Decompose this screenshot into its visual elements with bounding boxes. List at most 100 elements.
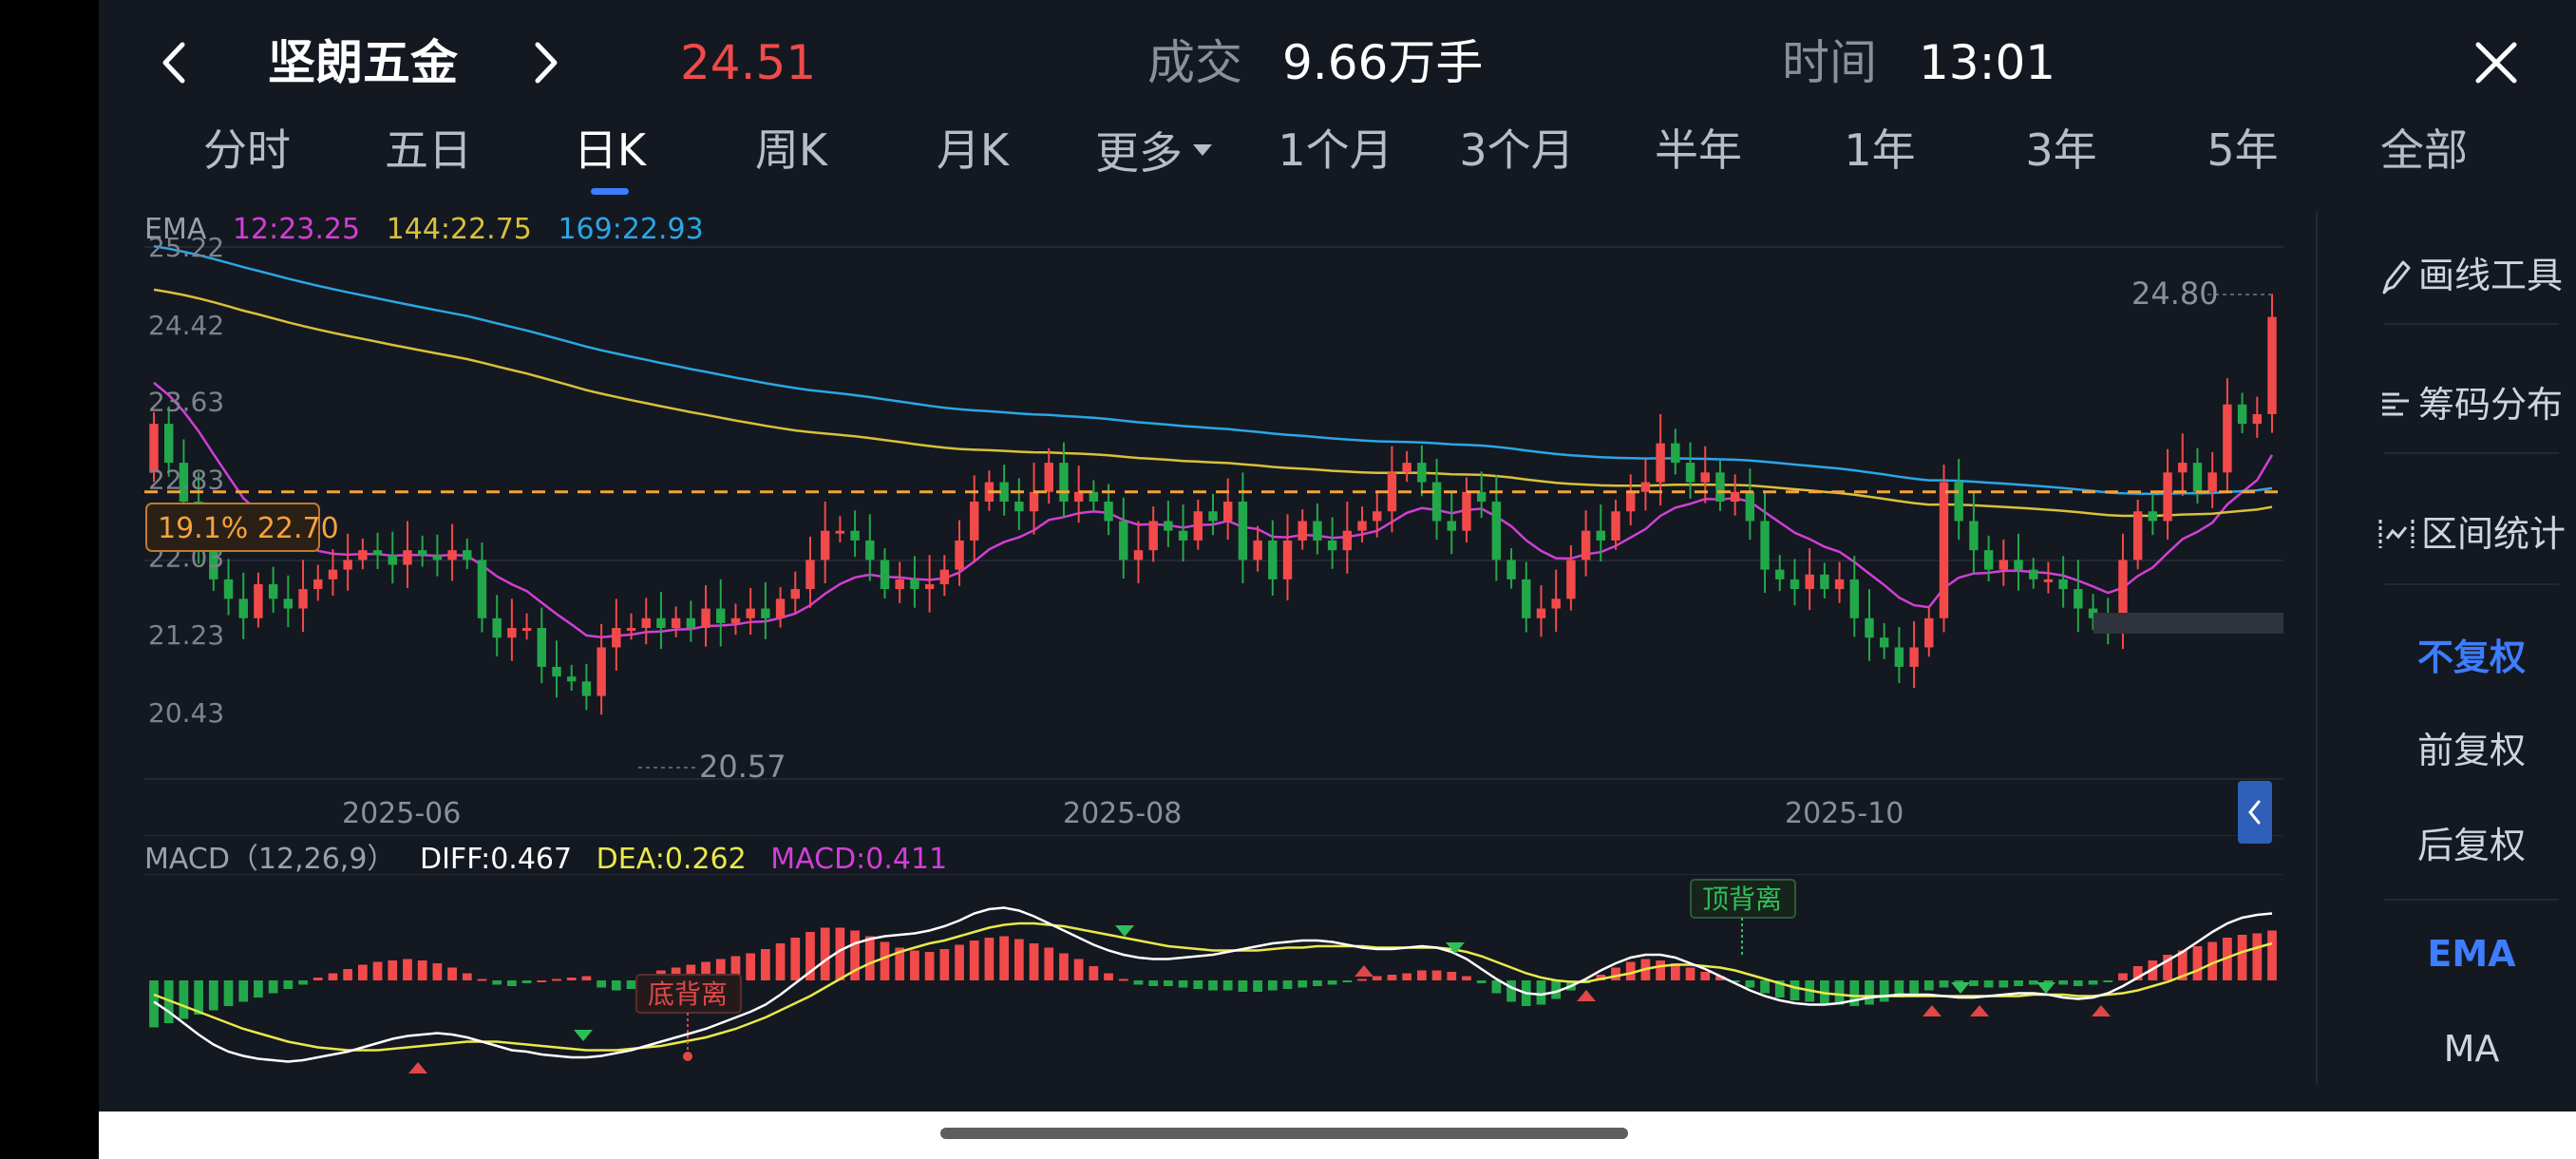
range-half-year[interactable]: 半年 (1655, 124, 1742, 176)
candle-body (149, 424, 159, 473)
range-3-months[interactable]: 3个月 (1459, 124, 1575, 176)
macd-value: MACD:0.411 (770, 843, 948, 876)
macd-bar (1462, 976, 1471, 980)
chip-distribution-button[interactable]: 筹码分布 (2367, 378, 2576, 431)
macd-bar (850, 930, 860, 980)
candle-body (1924, 618, 1934, 648)
price-grid (144, 246, 2283, 836)
macd-bar (1208, 980, 1218, 991)
range-all[interactable]: 全部 (2380, 124, 2468, 176)
macd-bar (820, 927, 830, 980)
indicator-ema-option[interactable]: EMA (2427, 933, 2516, 975)
macd-bar (1939, 980, 1949, 988)
buy-signal-marker (1354, 965, 1373, 977)
candle-body (910, 579, 919, 590)
candle-body (1656, 443, 1665, 483)
candle-body (656, 618, 666, 629)
price-chart[interactable]: 25.22 24.42 23.63 22.83 22.03 21.23 20.4… (99, 228, 2283, 836)
candle-body (970, 502, 979, 541)
candle-body (1745, 491, 1755, 522)
macd-bar (984, 938, 994, 980)
sell-signal-marker (2036, 982, 2055, 994)
range-5-years[interactable]: 5年 (2207, 124, 2279, 176)
macd-bar (969, 940, 979, 980)
macd-bar (1685, 967, 1695, 980)
tab-more[interactable]: 更多 (1059, 122, 1249, 179)
candle-body (1551, 598, 1561, 609)
macd-bar (1476, 980, 1487, 983)
tab-five-day[interactable]: 五日 (385, 124, 472, 176)
candle-body (1417, 463, 1427, 483)
adjust-none-option[interactable]: 不复权 (2416, 636, 2526, 678)
top-divergence-marker[interactable]: 顶背离 (1690, 879, 1796, 958)
adjust-forward-option[interactable]: 前复权 (2416, 730, 2526, 771)
candle-body (850, 530, 860, 541)
price-y-axis: 25.22 24.42 23.63 22.83 22.03 21.23 20.4… (148, 232, 224, 729)
candle-body (1357, 521, 1367, 531)
indicator-ma-option[interactable]: MA (2443, 1028, 2500, 1070)
macd-histogram (149, 927, 2277, 1028)
candle-body (1342, 530, 1353, 551)
macd-bar (1774, 980, 1785, 998)
macd-bar (2058, 980, 2069, 985)
macd-bar (1625, 961, 1636, 980)
active-tab-indicator (591, 188, 629, 195)
back-icon[interactable] (146, 34, 203, 91)
y-tick-label: 24.42 (148, 310, 224, 341)
macd-lines (153, 906, 2273, 1063)
macd-bar (1297, 980, 1308, 988)
panel-separator (2384, 583, 2559, 585)
candle-body (313, 579, 323, 590)
tab-monthly-k[interactable]: 月K (936, 124, 1010, 176)
macd-bar (1969, 980, 1979, 986)
macd-bar (283, 980, 294, 989)
candle-body (612, 628, 621, 648)
tab-weekly-k[interactable]: 周K (754, 124, 828, 176)
macd-bar (238, 980, 249, 1002)
sell-signal-marker (1951, 982, 1970, 994)
adjust-backward-option[interactable]: 后复权 (2416, 825, 2526, 866)
macd-bar (715, 959, 726, 980)
candle-body (1387, 472, 1397, 512)
tab-daily-k[interactable]: 日K (573, 124, 647, 176)
sell-signal-marker (574, 1030, 593, 1041)
candle-body (1685, 463, 1695, 483)
range-3-years[interactable]: 3年 (2025, 124, 2097, 176)
draw-tool-button[interactable]: 画线工具 (2367, 249, 2576, 302)
next-stock-icon[interactable] (517, 34, 574, 91)
candle-body (2029, 569, 2038, 580)
macd-bar (2252, 933, 2263, 980)
panel-separator (2384, 899, 2559, 901)
close-icon[interactable] (2468, 34, 2525, 91)
candle-body (492, 618, 502, 638)
macd-bar (597, 980, 606, 988)
cost-marker[interactable]: 19.1% 22.70 (145, 503, 339, 552)
candle-body (1760, 521, 1770, 570)
range-stats-button[interactable]: 区间统计 (2367, 507, 2576, 560)
candle-body (2132, 511, 2143, 560)
tab-intraday[interactable]: 分时 (203, 124, 291, 176)
candle-body (924, 583, 935, 590)
candle-body (1431, 482, 1442, 522)
macd-chart[interactable]: 底背离 顶背离 (99, 874, 2283, 1083)
sell-signal-marker (1115, 925, 1134, 937)
candle-body (641, 618, 651, 629)
candle-body (955, 540, 964, 570)
macd-bar (1013, 939, 1024, 980)
candle-body (626, 628, 636, 632)
range-1-month[interactable]: 1个月 (1278, 124, 1393, 176)
macd-bar (999, 936, 1010, 980)
macd-bar (895, 947, 905, 980)
home-indicator[interactable] (940, 1128, 1628, 1139)
candle-body (1447, 521, 1456, 531)
buy-signal-marker (1923, 1005, 1941, 1016)
candle-body (865, 540, 875, 560)
range-1-year[interactable]: 1年 (1844, 124, 1916, 176)
collapse-panel-button[interactable] (2238, 781, 2272, 844)
bottom-divergence-marker[interactable]: 底背离 (635, 974, 742, 1061)
candle-body (343, 560, 352, 570)
macd-bar (552, 978, 561, 981)
macd-bar (1431, 970, 1442, 980)
macd-bar (1073, 959, 1084, 980)
buy-signal-marker (1577, 990, 1596, 1001)
